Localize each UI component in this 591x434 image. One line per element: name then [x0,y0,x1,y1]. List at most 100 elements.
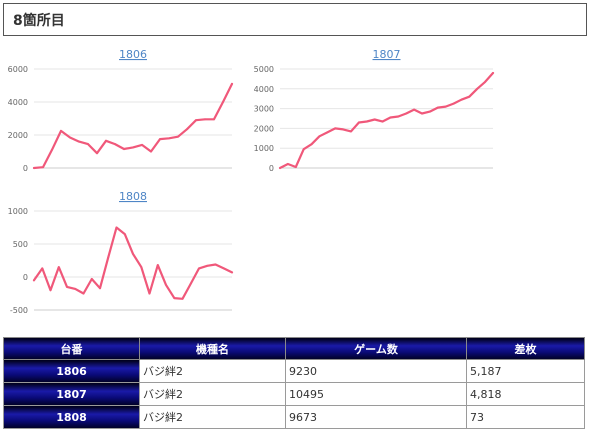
data-point [444,105,447,108]
data-point [213,118,215,121]
chart-title[interactable]: 1807 [373,48,401,61]
y-tick-label: 2000 [8,131,28,140]
data-point [82,292,85,295]
data-point [96,152,98,155]
data-point [492,72,494,74]
data-point [66,286,68,288]
data-point [168,137,170,140]
chart-title[interactable]: 1806 [119,48,147,61]
series-line [278,71,495,170]
table-header-row: 台番 機種名 ゲーム数 差枚 [3,337,585,360]
data-point [42,166,44,169]
data-point [428,110,431,113]
y-tick-label: 0 [269,164,274,173]
data-point [177,135,179,138]
table-row: 1808 バジ絆2 9673 73 [3,405,585,429]
chart-1808: 1808 1000 500 0 -500 [0,186,240,318]
series-line [32,226,234,300]
chart-svg: 1808 1000 500 0 -500 [8,190,234,315]
data-point [214,263,217,266]
data-point [279,167,281,169]
data-point [231,271,233,274]
chart-svg: 1807 5000 4000 3000 2000 1000 0 [254,48,495,173]
section-header: 8箇所目 [3,3,587,36]
data-point [436,106,439,109]
series-line [32,82,234,170]
y-tick-label: 5000 [254,65,274,74]
data-point [286,163,289,165]
data-point [33,279,35,282]
data-point [57,266,60,268]
data-point [41,267,44,270]
y-tick-label: 6000 [8,65,28,74]
machine-name-cell: バジ絆2 [139,405,286,429]
data-point [60,129,62,132]
data-point [381,120,384,123]
data-point [87,143,89,145]
data-point [222,101,224,103]
machine-name-cell: バジ絆2 [139,382,286,406]
data-point [405,112,408,115]
y-tick-label: 0 [23,164,28,173]
y-tick-label: 500 [13,240,28,249]
diff-cell: 73 [466,405,585,429]
data-point [78,140,80,143]
data-point [148,292,151,295]
data-point [373,118,376,121]
data-point [310,143,313,146]
data-point [460,98,463,101]
data-point [231,82,233,85]
data-point [326,131,329,134]
data-point [99,287,101,290]
data-point [107,256,110,259]
games-cell: 9230 [285,359,467,383]
y-tick-label: -500 [10,306,28,315]
data-point [318,135,321,138]
table-row: 1807 バジ絆2 10495 4,818 [3,382,585,406]
data-point [397,115,400,118]
data-point [123,148,125,150]
games-cell: 9673 [285,405,467,429]
data-point [74,287,77,290]
chart-1807: 1807 5000 4000 3000 2000 1000 0 [248,44,498,176]
y-tick-label: 3000 [254,105,274,114]
data-point [389,116,392,119]
data-point [365,120,368,123]
data-point [90,278,93,280]
data-point [156,264,159,267]
data-point [468,95,471,98]
machine-number-cell: 1807 [3,382,140,406]
machine-number-cell: 1806 [3,359,140,383]
data-point [105,139,107,142]
data-point [141,144,143,146]
data-point [159,138,161,141]
data-point [198,267,200,270]
y-tick-label: 4000 [254,85,274,94]
data-point [294,166,297,168]
data-point [204,118,206,121]
diff-cell: 5,187 [466,359,585,383]
data-point [452,102,455,105]
table-row: 1806 バジ絆2 9230 5,187 [3,359,585,383]
data-point [206,264,209,267]
data-point [222,267,225,270]
data-point [476,87,479,90]
data-point [33,167,35,169]
chart-title[interactable]: 1808 [119,190,147,203]
data-point [132,146,134,149]
column-header-machine-name: 機種名 [139,337,286,360]
data-point [69,136,71,139]
machine-number-cell: 1808 [3,405,140,429]
data-point [49,289,52,292]
data-point [350,130,352,133]
data-point [173,297,176,300]
chart-1806: 1806 6000 4000 2000 0 [0,44,240,176]
data-point [186,128,188,131]
data-point [181,297,184,300]
chart-svg: 1806 6000 4000 2000 0 [8,48,234,173]
diff-cell: 4,818 [466,382,585,406]
data-point [51,148,53,151]
y-tick-label: 4000 [8,98,28,107]
column-header-machine-no: 台番 [3,337,140,360]
data-point [357,121,360,124]
